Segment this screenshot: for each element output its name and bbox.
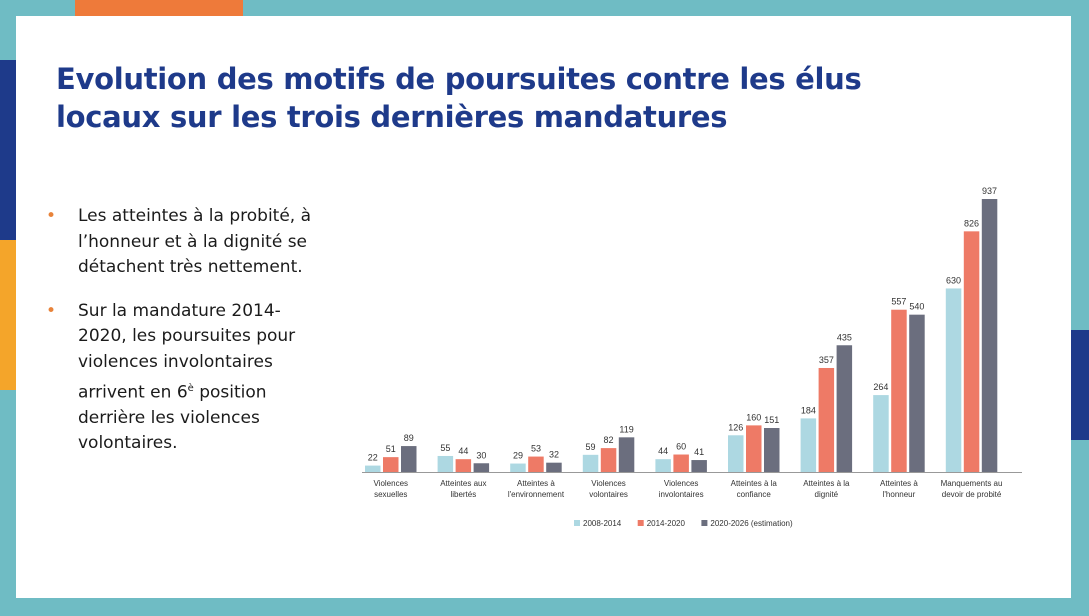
bar-value-label: 53 <box>531 444 541 454</box>
bar-8-1 <box>963 231 980 472</box>
bar-value-label: 51 <box>386 444 396 454</box>
category-label: Atteintes à <box>517 479 555 488</box>
bar-chart: 22 51 89 Violences sexuelles 55 44 30 Atteintes … <box>362 186 1022 528</box>
bar-value-label: 59 <box>586 442 596 452</box>
category-label: Atteintes à la <box>731 479 778 488</box>
bar-0-1 <box>383 457 399 472</box>
category-label: Violences <box>373 479 408 488</box>
bar-0-2 <box>401 446 417 472</box>
bullet-text-2: Sur la mandature 2014-2020, les poursuit… <box>78 300 296 403</box>
category-label: Atteintes à la <box>803 479 850 488</box>
bullet-text-1: Les atteintes à la probité, à l’honneur … <box>78 206 312 278</box>
bar-3-1 <box>600 448 617 472</box>
bar-value-label: 126 <box>728 422 743 432</box>
bullet-superscript: è <box>187 382 194 394</box>
bar-6-2 <box>836 345 853 472</box>
legend-label-2: 2020-2026 (estimation) <box>710 519 793 528</box>
bar-4-2 <box>691 460 707 472</box>
bar-value-label: 540 <box>909 302 924 312</box>
bar-6-0 <box>800 418 817 472</box>
decor-orange-left <box>0 240 16 390</box>
bullet-item-1: Les atteintes à la probité, à l’honneur … <box>46 204 316 281</box>
legend-label-0: 2008-2014 <box>583 519 622 528</box>
bar-7-2 <box>909 314 925 472</box>
category-label: Violences <box>591 479 626 488</box>
legend-swatch-0 <box>574 520 580 526</box>
legend-swatch-1 <box>637 520 644 526</box>
bar-3-0 <box>582 454 599 472</box>
bar-1-0 <box>437 455 454 472</box>
category-label: Violences <box>664 479 699 488</box>
legend-swatch-2 <box>701 520 708 526</box>
decor-navy-right <box>1071 330 1089 440</box>
bar-value-label: 119 <box>619 424 633 434</box>
slide: Evolution des motifs de poursuites contr… <box>16 16 1071 598</box>
bar-value-label: 82 <box>604 435 614 445</box>
category-label: involontaires <box>659 490 704 499</box>
category-label: dignité <box>815 490 839 499</box>
bar-4-1 <box>673 454 689 472</box>
bar-3-2 <box>618 437 635 472</box>
decor-orange-top <box>75 0 243 16</box>
bar-0-0 <box>365 465 381 472</box>
bar-5-2 <box>764 428 780 472</box>
category-label: volontaires <box>589 490 628 499</box>
bar-value-label: 937 <box>982 186 997 196</box>
bar-value-label: 557 <box>891 297 906 307</box>
bar-2-1 <box>528 456 544 472</box>
bullet-list: Les atteintes à la probité, à l’honneur … <box>46 204 316 457</box>
bar-7-1 <box>891 309 907 472</box>
bar-8-0 <box>945 288 962 472</box>
bar-8-2 <box>981 199 998 472</box>
bar-6-1 <box>818 367 835 472</box>
bar-value-label: 826 <box>964 218 979 228</box>
bar-value-label: 160 <box>746 412 761 422</box>
bar-7-0 <box>873 395 889 472</box>
bar-value-label: 22 <box>368 453 378 463</box>
category-label: Atteintes à <box>880 479 918 488</box>
bar-value-label: 30 <box>476 450 486 460</box>
bar-value-label: 89 <box>404 433 414 443</box>
category-label: l'environnement <box>508 490 565 499</box>
legend-label-1: 2014-2020 <box>647 519 686 528</box>
category-label: Atteintes aux <box>440 479 486 488</box>
bar-value-label: 55 <box>440 443 450 453</box>
bullet-item-2: Sur la mandature 2014-2020, les poursuit… <box>46 299 316 457</box>
bar-1-2 <box>473 463 490 472</box>
title-line-1: Evolution des motifs de poursuites contr… <box>56 62 862 96</box>
category-label: libertés <box>450 490 476 499</box>
category-label: Manquements au <box>941 479 1003 488</box>
category-label: l'honneur <box>883 490 916 499</box>
bar-value-label: 630 <box>946 275 961 285</box>
bar-value-label: 60 <box>676 442 686 452</box>
category-label: confiance <box>737 490 772 499</box>
bar-value-label: 357 <box>819 355 834 365</box>
category-label: devoir de probité <box>942 490 1002 499</box>
bar-4-0 <box>655 459 671 472</box>
category-label: sexuelles <box>374 490 407 499</box>
title-line-2: locaux sur les trois dernières mandature… <box>56 100 728 134</box>
bar-value-label: 29 <box>513 451 523 461</box>
bar-value-label: 44 <box>658 446 668 456</box>
decor-navy-left <box>0 60 16 240</box>
bar-1-1 <box>455 459 472 472</box>
slide-title: Evolution des motifs de poursuites contr… <box>56 60 976 136</box>
bar-value-label: 264 <box>873 382 888 392</box>
bar-value-label: 44 <box>458 446 468 456</box>
bar-2-0 <box>510 463 526 472</box>
bar-value-label: 184 <box>801 405 816 415</box>
bar-value-label: 32 <box>549 450 559 460</box>
bar-value-label: 435 <box>837 332 852 342</box>
bullet-text-3: position derrière les violences volontai… <box>78 382 267 454</box>
bar-value-label: 151 <box>764 415 779 425</box>
bar-5-1 <box>746 425 762 472</box>
bar-5-0 <box>728 435 744 472</box>
bar-value-label: 41 <box>694 447 704 457</box>
bar-2-2 <box>546 462 562 472</box>
